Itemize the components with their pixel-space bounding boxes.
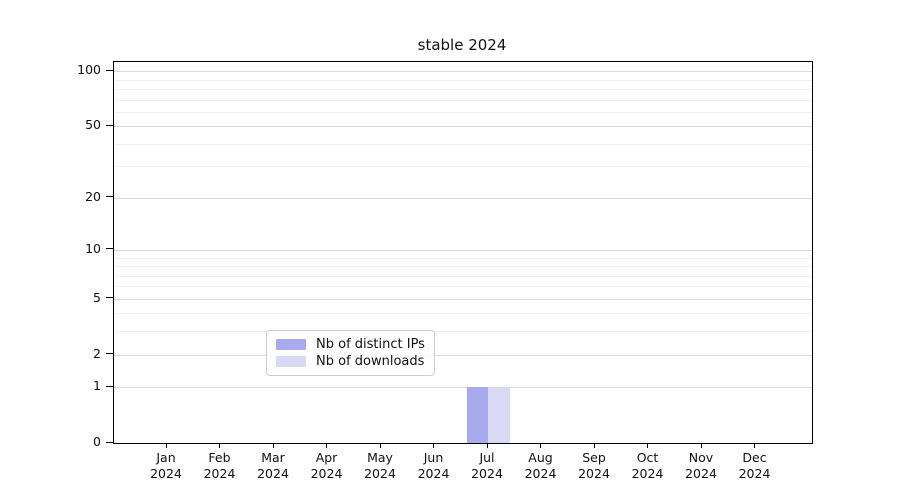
x-tick-label: Dec 2024 (738, 450, 771, 481)
y-tick-label: 0 (93, 434, 101, 449)
bar-downloads (488, 387, 510, 443)
y-tick-label: 10 (85, 240, 101, 256)
gridline-major (114, 354, 812, 356)
gridline-minor (114, 286, 812, 288)
gridline-major (114, 126, 812, 128)
x-tick-mark (379, 443, 381, 448)
y-tick-mark (106, 69, 113, 71)
legend-label-downloads: Nb of downloads (316, 354, 425, 369)
x-tick-label: Jan 2024 (150, 450, 182, 481)
x-tick-mark (700, 443, 702, 448)
x-tick-mark (326, 443, 328, 448)
y-tick-mark (106, 124, 113, 126)
y-tick-label: 50 (85, 117, 101, 133)
gridline-minor (114, 257, 812, 259)
x-tick-mark (754, 443, 756, 448)
gridline-major (114, 387, 812, 389)
y-tick-mark (106, 297, 113, 299)
gridline-minor (114, 331, 812, 333)
x-tick-label: Apr 2024 (310, 450, 343, 481)
gridline-minor (114, 79, 812, 81)
legend-item-downloads: Nb of downloads (276, 353, 425, 370)
y-tick-mark (106, 441, 113, 443)
gridline-minor (114, 313, 812, 315)
x-tick-label: May 2024 (364, 450, 396, 481)
gridline-minor (114, 275, 812, 277)
chart-title: stable 2024 (417, 36, 507, 54)
x-tick-label: Jul 2024 (471, 450, 503, 481)
gridline-minor (114, 89, 812, 90)
gridline-minor (114, 143, 812, 145)
y-tick-label: 2 (93, 345, 101, 361)
x-tick-label: Oct 2024 (631, 450, 664, 481)
x-tick-mark (219, 443, 221, 448)
x-tick-mark (433, 443, 435, 448)
x-tick-mark (486, 443, 488, 448)
y-tick-label: 100 (77, 62, 101, 78)
x-tick-mark (647, 443, 649, 448)
bar-distinct-ips (466, 387, 488, 443)
gridline-minor (114, 166, 812, 168)
legend-item-distinct-ips: Nb of distinct IPs (276, 336, 425, 353)
x-tick-label: Nov 2024 (685, 450, 717, 481)
x-tick-label: Aug 2024 (524, 450, 557, 481)
x-tick-label: Feb 2024 (203, 450, 236, 481)
x-tick-label: Jun 2024 (417, 450, 450, 481)
y-tick-mark (106, 385, 113, 387)
x-tick-mark (593, 443, 595, 448)
y-tick-label: 20 (85, 188, 101, 204)
legend-swatch-distinct-ips-icon (276, 339, 306, 350)
gridline-major (114, 298, 812, 300)
gridline-major (114, 249, 812, 251)
legend-label-distinct-ips: Nb of distinct IPs (316, 337, 425, 352)
y-tick-label: 5 (93, 289, 101, 305)
legend: Nb of distinct IPs Nb of downloads (266, 330, 435, 376)
y-tick-label: 1 (93, 378, 101, 394)
gridline-minor (114, 99, 812, 101)
legend-swatch-downloads-icon (276, 356, 306, 367)
y-tick-mark (106, 248, 113, 250)
x-tick-mark (165, 443, 167, 448)
plot-area (113, 61, 813, 444)
y-tick-mark (106, 196, 113, 198)
x-tick-label: Mar 2024 (257, 450, 289, 481)
gridline-major (114, 71, 812, 73)
x-tick-label: Sep 2024 (578, 450, 610, 481)
x-tick-mark (272, 443, 274, 448)
x-tick-mark (540, 443, 542, 448)
gridline-major (114, 197, 812, 199)
gridline-minor (114, 266, 812, 267)
gridline-minor (114, 111, 812, 113)
y-tick-mark (106, 353, 113, 355)
